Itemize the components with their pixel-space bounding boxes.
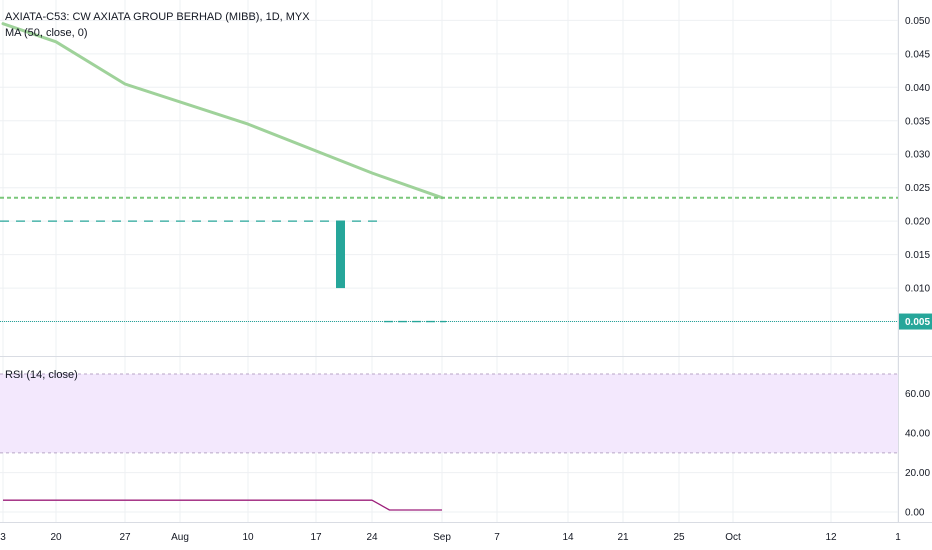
price-tick-label: 0.040: [905, 83, 930, 94]
ma-indicator-label[interactable]: MA (50, close, 0): [5, 27, 88, 39]
time-tick-label: 14: [562, 532, 574, 543]
time-tick-label: 25: [673, 532, 685, 543]
time-tick-label: Aug: [171, 532, 189, 543]
rsi-line[interactable]: [3, 499, 442, 511]
current-price-badge-label: 0.005: [905, 317, 930, 328]
rsi-tick-label: 0.00: [905, 508, 925, 519]
time-tick-label: 10: [242, 532, 254, 543]
rsi-tick-label: 60.00: [905, 389, 930, 400]
price-tick-label: 0.050: [905, 16, 930, 27]
price-tick-label: 0.010: [905, 284, 930, 295]
price-tick-label: 0.035: [905, 116, 930, 127]
time-tick-label: 17: [310, 532, 322, 543]
time-tick-label: 1: [895, 532, 901, 543]
price-tick-label: 0.045: [905, 49, 930, 60]
time-tick-label: 24: [366, 532, 378, 543]
time-tick-label: 7: [494, 532, 500, 543]
chart-title: AXIATA-C53: CW AXIATA GROUP BERHAD (MIBB…: [5, 11, 310, 23]
current-price-badge[interactable]: 0.005: [899, 313, 932, 330]
time-tick-label: 12: [825, 532, 837, 543]
rsi-tick-label: 20.00: [905, 468, 930, 479]
current-price-badge-bg: [899, 313, 932, 330]
time-tick-label: 27: [119, 532, 131, 543]
time-tick-label: 3: [0, 532, 6, 543]
rsi-band: [0, 374, 898, 453]
time-tick-label: Oct: [725, 532, 741, 543]
time-tick-label: Sep: [433, 532, 451, 543]
ma-line[interactable]: [1, 22, 444, 200]
rsi-tick-label: 40.00: [905, 429, 930, 440]
time-tick-label: 20: [50, 532, 62, 543]
candle[interactable]: [336, 221, 345, 289]
rsi-axis-ticks[interactable]: 60.00 40.00 20.00 0.00: [905, 389, 930, 518]
price-tick-label: 0.030: [905, 150, 930, 161]
price-tick-label: 0.025: [905, 183, 930, 194]
time-axis-ticks[interactable]: 3 20 27 Aug 10 17 24 Sep 7 14 21 25 Oct 12 1: [0, 532, 901, 543]
price-axis-ticks[interactable]: 0.050 0.045 0.040 0.035 0.030 0.025 0.020 0.015…: [905, 16, 930, 295]
price-tick-label: 0.015: [905, 250, 930, 261]
rsi-indicator-label[interactable]: RSI (14, close): [5, 369, 78, 381]
price-tick-label: 0.020: [905, 217, 930, 228]
time-tick-label: 21: [617, 532, 629, 543]
